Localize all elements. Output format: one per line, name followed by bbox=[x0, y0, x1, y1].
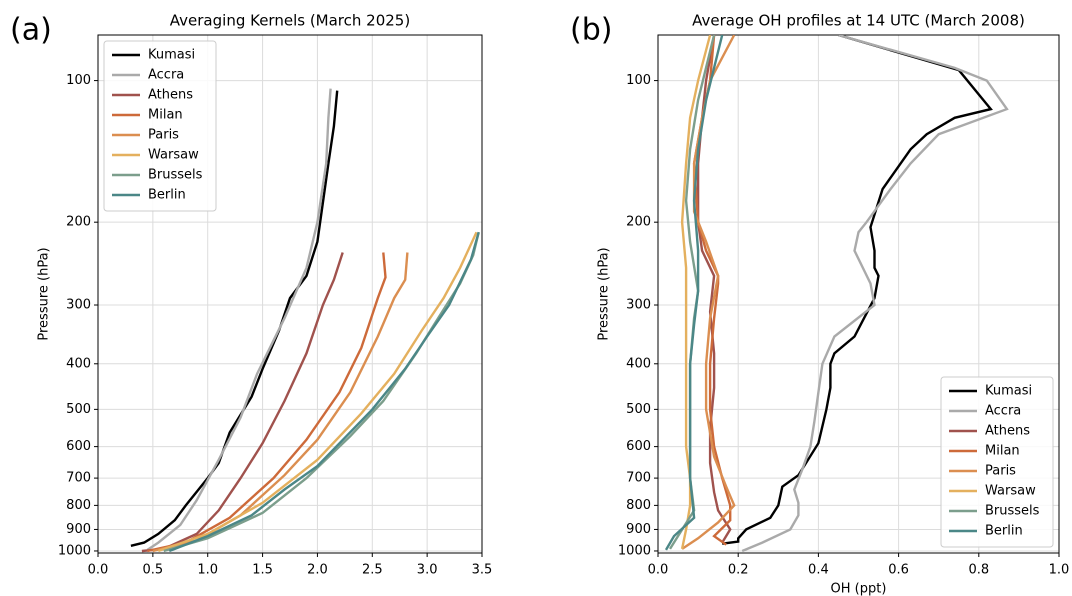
profile-line bbox=[141, 252, 344, 553]
y-tick-label: 600 bbox=[626, 439, 651, 454]
y-tick-label: 500 bbox=[66, 402, 91, 417]
legend-label: Paris bbox=[985, 464, 1016, 479]
profile-line bbox=[664, 35, 724, 551]
profile-line bbox=[681, 35, 736, 550]
legend-label: Warsaw bbox=[148, 148, 199, 163]
y-tick-label: 300 bbox=[626, 298, 651, 313]
y-tick-label: 1000 bbox=[618, 543, 651, 558]
x-tick-label: 0.0 bbox=[88, 563, 109, 578]
chart-title: Averaging Kernels (March 2025) bbox=[170, 12, 410, 30]
x-tick-label: 3.0 bbox=[417, 563, 438, 578]
legend-box bbox=[103, 40, 217, 212]
profile-line bbox=[741, 35, 1009, 553]
legend-label: Kumasi bbox=[148, 48, 195, 63]
x-tick-label: 0.2 bbox=[728, 563, 749, 578]
y-tick-label: 600 bbox=[66, 439, 91, 454]
legend-label: Athens bbox=[148, 88, 193, 103]
y-tick-label: 800 bbox=[626, 498, 651, 513]
legend-label: Brussels bbox=[148, 168, 203, 183]
x-axis-label: OH (ppt) bbox=[831, 582, 887, 596]
x-tick-label: 0.4 bbox=[808, 563, 829, 578]
legend-label: Accra bbox=[148, 68, 184, 83]
y-tick-label: 100 bbox=[66, 73, 91, 88]
y-tick-label: 100 bbox=[626, 73, 651, 88]
chart-title: Average OH profiles at 14 UTC (March 200… bbox=[692, 12, 1025, 30]
y-tick-label: 800 bbox=[66, 498, 91, 513]
y-tick-label: 300 bbox=[66, 298, 91, 313]
x-tick-label: 1.5 bbox=[252, 563, 273, 578]
y-tick-label: 500 bbox=[626, 402, 651, 417]
x-tick-label: 0.5 bbox=[143, 563, 164, 578]
panel-label: (b) bbox=[570, 13, 612, 48]
legend-label: Athens bbox=[985, 424, 1030, 439]
y-axis-label: Pressure (hPa) bbox=[37, 247, 52, 340]
y-tick-label: 200 bbox=[626, 215, 651, 230]
legend-label: Milan bbox=[148, 108, 183, 123]
axes-frame bbox=[657, 34, 1060, 554]
legend-box bbox=[940, 376, 1054, 548]
y-tick-label: 700 bbox=[626, 471, 651, 486]
legend-label: Milan bbox=[985, 444, 1020, 459]
x-tick-label: 3.5 bbox=[472, 563, 493, 578]
y-tick-label: 400 bbox=[626, 356, 651, 371]
legend-label: Paris bbox=[148, 128, 179, 143]
x-tick-label: 2.5 bbox=[362, 563, 383, 578]
legend-label: Berlin bbox=[985, 524, 1023, 539]
profile-line bbox=[157, 231, 478, 553]
profile-line bbox=[147, 252, 387, 553]
x-tick-label: 0.6 bbox=[888, 563, 909, 578]
profile-line bbox=[163, 231, 480, 553]
y-tick-label: 200 bbox=[66, 215, 91, 230]
profile-line bbox=[722, 35, 993, 545]
panel-label: (a) bbox=[10, 13, 52, 48]
profile-line bbox=[130, 90, 339, 547]
profile-line bbox=[152, 252, 409, 553]
legend-label: Warsaw bbox=[985, 484, 1036, 499]
axes-frame bbox=[97, 34, 483, 554]
legend-label: Kumasi bbox=[985, 384, 1032, 399]
x-tick-label: 2.0 bbox=[307, 563, 328, 578]
profile-line bbox=[146, 88, 332, 551]
y-tick-label: 400 bbox=[66, 356, 91, 371]
legend-label: Accra bbox=[985, 404, 1021, 419]
y-tick-label: 1000 bbox=[58, 543, 91, 558]
profile-line bbox=[680, 35, 712, 550]
legend-label: Brussels bbox=[985, 504, 1040, 519]
y-tick-label: 900 bbox=[626, 522, 651, 537]
x-tick-label: 1.0 bbox=[197, 563, 218, 578]
profile-line bbox=[168, 231, 480, 553]
y-tick-label: 700 bbox=[66, 471, 91, 486]
y-axis-label: Pressure (hPa) bbox=[597, 247, 612, 340]
y-tick-label: 900 bbox=[66, 522, 91, 537]
x-tick-label: 1.0 bbox=[1049, 563, 1070, 578]
legend-label: Berlin bbox=[148, 188, 186, 203]
x-tick-label: 0.0 bbox=[648, 563, 669, 578]
x-tick-label: 0.8 bbox=[968, 563, 989, 578]
